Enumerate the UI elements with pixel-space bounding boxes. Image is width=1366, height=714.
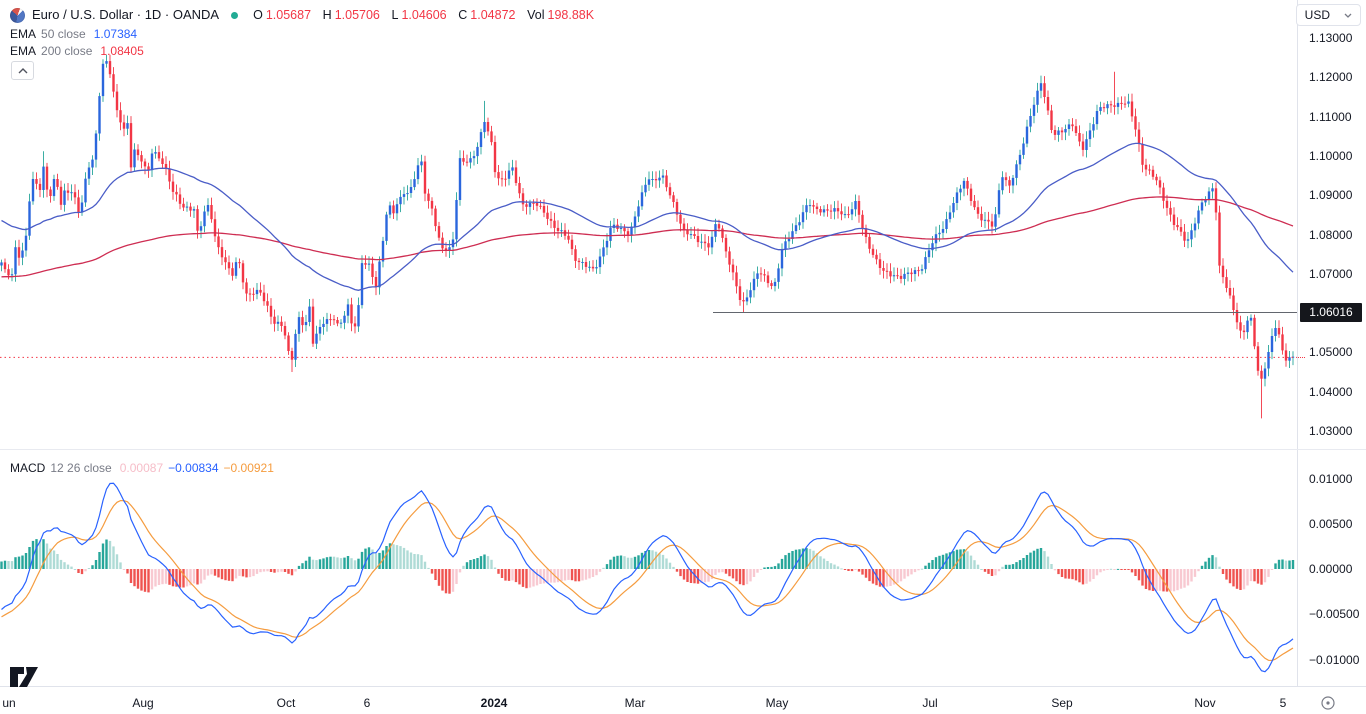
indicator-row-ema200[interactable]: EMA 200 close 1.08405 [10, 44, 149, 58]
ema50-name: EMA [10, 27, 37, 41]
pane-divider [0, 449, 1366, 450]
macd-tick-label: −0.01000 [1309, 652, 1360, 667]
macd-name: MACD [10, 461, 46, 475]
chevron-down-icon [1344, 13, 1352, 18]
time-axis-label: un [2, 696, 16, 710]
ohlc-values: O 1.05687 H 1.05706 L 1.04606 C 1.04872 Vol 1… [248, 7, 597, 23]
collapse-pane-button[interactable] [11, 61, 34, 80]
macd-params: 12 26 close [50, 461, 112, 475]
ema50-value: 1.07384 [93, 27, 138, 41]
close-value: 1.04872 [470, 8, 516, 22]
chevron-up-icon [18, 67, 27, 73]
open-value: 1.05687 [265, 8, 312, 22]
time-axis-label: May [765, 696, 789, 710]
macd-signal-value: −0.00921 [223, 461, 274, 475]
indicator-row-ema50[interactable]: EMA 50 close 1.07384 [10, 27, 142, 41]
current-price-tick [1298, 357, 1305, 359]
market-status-icon[interactable] [231, 11, 239, 19]
symbol-title[interactable]: Euro / U.S. Dollar · 1D · OANDA [32, 7, 220, 22]
time-axis-label: Oct [276, 696, 296, 710]
high-label: H [322, 8, 332, 22]
time-axis-label: 6 [363, 696, 371, 710]
high-value: 1.05706 [334, 8, 380, 22]
price-tick-label: 1.04000 [1309, 384, 1353, 399]
price-tick-label: 1.03000 [1309, 424, 1353, 438]
indicator-row-macd[interactable]: MACD 12 26 close 0.00087 −0.00834 −0.009… [10, 461, 279, 475]
oanda-logo-icon [10, 7, 25, 23]
ema200-params: 200 close [41, 44, 93, 58]
currency-selector[interactable]: USD [1295, 4, 1361, 26]
low-value: 1.04606 [401, 8, 447, 22]
open-label: O [253, 8, 263, 22]
volume-value: 198.88K [547, 8, 595, 22]
symbol-header: Euro / U.S. Dollar · 1D · OANDA O 1.05687… [10, 7, 597, 23]
price-tick-label: 1.12000 [1309, 70, 1353, 85]
time-axis-label: Mar [624, 696, 646, 710]
time-axis-label: Jul [922, 696, 938, 710]
time-axis-label: Nov [1194, 696, 1216, 710]
time-axis-label: Aug [132, 696, 154, 710]
price-tick-label: 1.11000 [1309, 109, 1352, 124]
currency-label: USD [1304, 8, 1330, 22]
macd-tick-label: 0.01000 [1309, 471, 1353, 486]
price-axis-divider [1297, 0, 1298, 686]
price-tick-label: 1.10000 [1309, 148, 1353, 163]
price-tick-label: 1.05000 [1309, 345, 1353, 360]
macd-line-value: −0.00834 [168, 461, 219, 475]
macd-hist-value: 0.00087 [119, 461, 164, 475]
clock-icon[interactable] [1320, 695, 1336, 711]
time-axis-label: 2024 [480, 696, 508, 710]
time-axis-divider [0, 686, 1366, 687]
time-axis-label: 5 [1279, 696, 1287, 710]
macd-tick-label: −0.00500 [1309, 607, 1360, 622]
macd-tick-label: 0.00000 [1309, 562, 1353, 576]
price-tick-label: 1.08000 [1309, 227, 1353, 242]
price-line-badge[interactable]: 1.06016 [1300, 302, 1362, 322]
low-label: L [391, 8, 399, 22]
close-label: C [458, 8, 468, 22]
price-tick-label: 1.09000 [1309, 188, 1353, 203]
time-axis-label: Sep [1051, 696, 1073, 710]
price-tick-label: 1.07000 [1309, 266, 1353, 281]
ema50-params: 50 close [41, 27, 86, 41]
volume-label: Vol [527, 8, 545, 22]
tradingview-logo[interactable] [9, 666, 39, 688]
ema200-name: EMA [10, 44, 37, 58]
price-tick-label: 1.13000 [1309, 31, 1353, 45]
ema200-value: 1.08405 [100, 44, 144, 58]
macd-tick-label: 0.00500 [1309, 516, 1353, 531]
